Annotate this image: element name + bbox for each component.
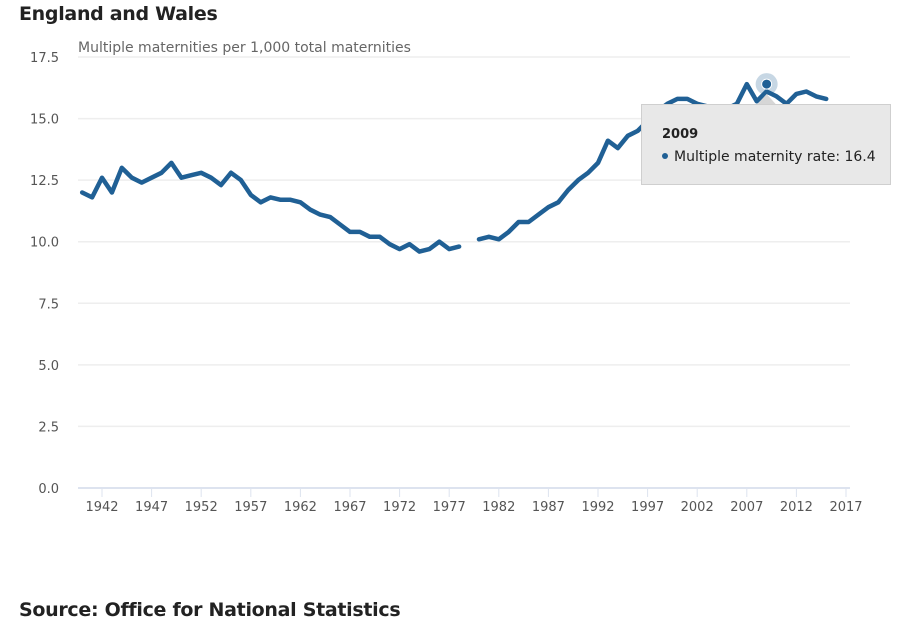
highlight-marker (755, 73, 778, 104)
y-tick-label: 7.5 (38, 297, 59, 312)
x-tick-label: 1957 (234, 500, 267, 515)
x-tick-label: 1967 (333, 500, 366, 515)
highlight-point (761, 78, 773, 90)
y-tick-label: 10.0 (30, 236, 59, 251)
x-tick-label: 2002 (681, 500, 714, 515)
x-tick-label: 2012 (780, 500, 813, 515)
series-dot-icon (662, 153, 668, 159)
y-tick-label: 15.0 (30, 113, 59, 128)
x-tick-label: 1947 (135, 500, 168, 515)
tooltip-label: Multiple maternity rate: 16.4 (674, 149, 876, 165)
x-tick-label: 2017 (829, 500, 862, 515)
x-tick-label: 2007 (730, 500, 763, 515)
source-note: Source: Office for National Statistics (19, 599, 401, 621)
x-tick-label: 1952 (185, 500, 218, 515)
x-tick-label: 1977 (433, 500, 466, 515)
chart-title: England and Wales (19, 3, 218, 25)
x-tick-label: 1962 (284, 500, 317, 515)
tooltip-year: 2009 (662, 127, 699, 142)
y-tick-label: 5.0 (38, 359, 59, 374)
y-axis-label: Multiple maternities per 1,000 total mat… (78, 40, 411, 56)
x-tick-label: 1987 (532, 500, 565, 515)
line-chart: 0.0 2.5 5.0 7.5 10.0 12.5 15.0 17.5 1942 1947 195… (30, 40, 863, 515)
y-tick-label: 12.5 (30, 174, 59, 189)
y-tick-label: 2.5 (38, 420, 59, 435)
x-tick-label: 1992 (581, 500, 614, 515)
x-tick-label: 1982 (482, 500, 515, 515)
x-axis: 1942 1947 1952 1957 1962 1967 1972 1977 1982 1987… (85, 489, 863, 515)
y-tick-label: 17.5 (30, 51, 59, 66)
tooltip-pointer (757, 94, 776, 104)
y-axis-ticks: 0.0 2.5 5.0 7.5 10.0 12.5 15.0 17.5 (30, 51, 59, 497)
y-tick-label: 0.0 (38, 482, 59, 497)
series-line-segment (79, 160, 462, 254)
x-tick-label: 1972 (383, 500, 416, 515)
tooltip: 2009 Multiple maternity rate: 16.4 (641, 104, 891, 185)
tooltip-value: Multiple maternity rate: 16.4 (662, 149, 876, 165)
x-tick-label: 1997 (631, 500, 664, 515)
x-tick-label: 1942 (85, 500, 118, 515)
